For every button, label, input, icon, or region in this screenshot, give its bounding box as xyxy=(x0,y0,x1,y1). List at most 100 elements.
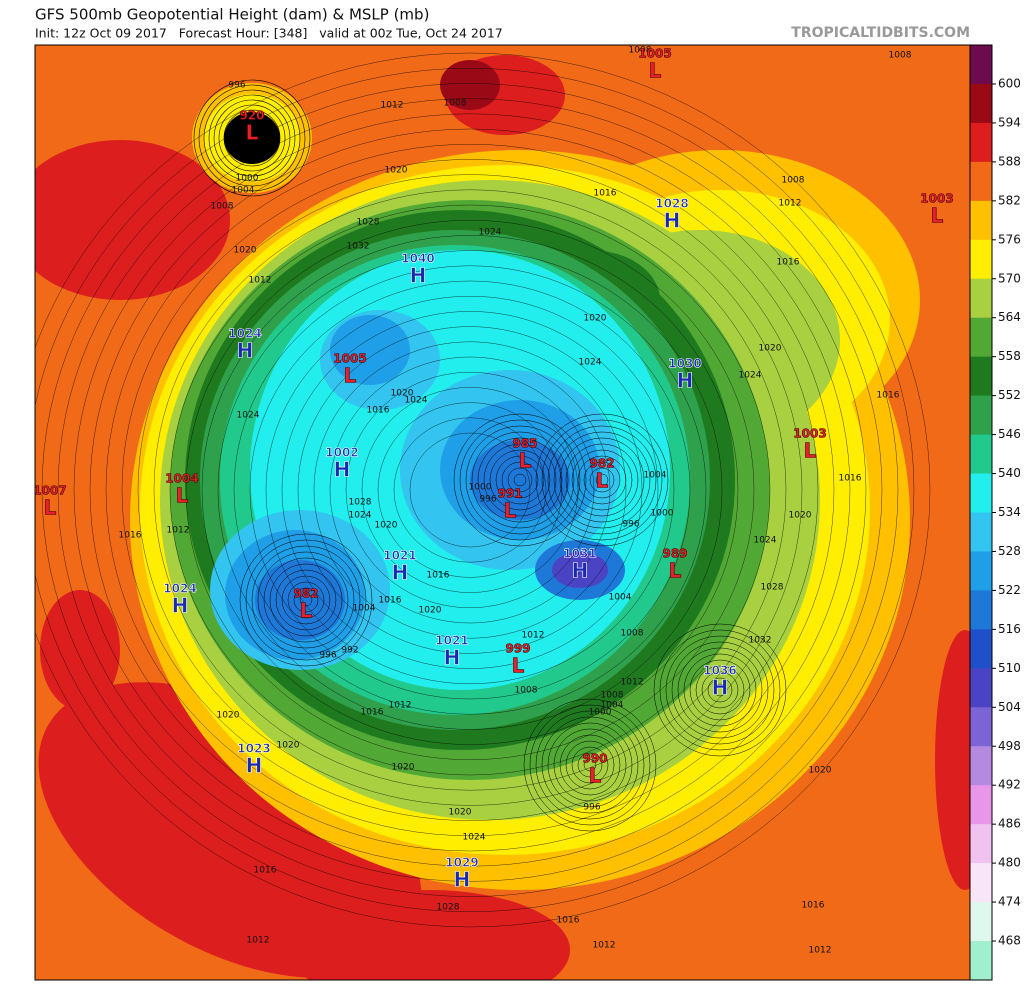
pressure-value: 920 xyxy=(239,109,264,123)
isobar-label: 996 xyxy=(583,803,600,813)
isobar-label: 1012 xyxy=(522,631,545,641)
isobar xyxy=(529,704,651,826)
isobar xyxy=(489,449,551,511)
isobar-label: 1020 xyxy=(809,766,832,776)
isobar xyxy=(577,752,603,778)
isobar-label: 1020 xyxy=(375,521,398,531)
isobar-label: 1024 xyxy=(479,228,502,238)
isobar-label: 1000 xyxy=(651,509,674,519)
colorbar-label: 510 xyxy=(998,661,1021,675)
isobar-label: 1008 xyxy=(629,46,652,56)
isobar xyxy=(287,581,325,619)
pressure-value: 999 xyxy=(505,642,530,656)
pressure-letter: H xyxy=(334,458,351,482)
colorbar-label: 486 xyxy=(998,817,1021,831)
pressure-value: 1036 xyxy=(703,664,736,678)
isobar-label: 1016 xyxy=(119,531,142,541)
isobar xyxy=(665,635,775,745)
isobar xyxy=(547,722,633,808)
title: GFS 500mb Geopotential Height (dam) & MS… xyxy=(35,6,429,24)
pressure-value: 989 xyxy=(662,547,687,561)
colorbar-cell xyxy=(970,590,992,630)
isobar xyxy=(571,449,633,511)
height-field xyxy=(552,552,608,588)
pressure-letter: L xyxy=(176,484,189,508)
colorbar-cell xyxy=(970,83,992,124)
pressure-letter: L xyxy=(804,439,817,463)
pressure-letter: L xyxy=(596,469,609,493)
isobar-label: 1016 xyxy=(379,596,402,606)
isobar-label: 1020 xyxy=(759,344,782,354)
isobar-label: 1024 xyxy=(463,833,486,843)
colorbar-cell xyxy=(970,45,992,85)
isobar xyxy=(501,461,539,499)
isobar xyxy=(299,593,313,607)
isobar-label: 1004 xyxy=(644,471,667,481)
pressure-letter: L xyxy=(649,59,662,83)
isobar-label: 1012 xyxy=(167,526,190,536)
isobar xyxy=(589,467,615,493)
colorbar-cell xyxy=(970,707,992,747)
pressure-value: 1007 xyxy=(33,484,66,498)
isobar xyxy=(393,417,547,563)
isobar xyxy=(281,311,659,669)
isobar-label: 1016 xyxy=(361,708,384,718)
isobar-label: 1024 xyxy=(579,358,602,368)
pressure-value: 1005 xyxy=(333,352,366,366)
isobar xyxy=(477,437,563,523)
isobar xyxy=(595,473,609,487)
isobar xyxy=(695,665,745,715)
isobar xyxy=(269,563,343,637)
isobar-label: 1028 xyxy=(761,583,784,593)
pressure-letter: H xyxy=(712,676,729,700)
isobar xyxy=(153,189,787,791)
isobar-label: 1028 xyxy=(357,218,380,228)
isobar-label: 1020 xyxy=(419,606,442,616)
isobar xyxy=(185,219,755,761)
colorbar-label: 522 xyxy=(998,583,1021,597)
isobar-label: 1020 xyxy=(234,246,257,256)
pressure-letter: L xyxy=(344,364,357,388)
isobar xyxy=(57,98,883,882)
isobar-label: 1004 xyxy=(232,186,255,196)
isobar xyxy=(345,371,595,609)
isobar-label: 1016 xyxy=(427,571,450,581)
colorbar-cell xyxy=(970,395,992,436)
pressure-letter: H xyxy=(664,209,681,233)
isobar-label: 1020 xyxy=(789,511,812,521)
isobar-label: 1020 xyxy=(385,166,408,176)
isobar xyxy=(559,734,621,796)
pressure-value: 1040 xyxy=(401,252,434,266)
colorbar-label: 582 xyxy=(998,193,1021,207)
isobar xyxy=(453,413,587,547)
isobar xyxy=(409,432,531,548)
isobar xyxy=(251,545,361,655)
pressure-value: 1024 xyxy=(228,327,261,341)
isobar xyxy=(313,341,627,639)
pressure-value: 1005 xyxy=(638,47,671,61)
pressure-letter: H xyxy=(246,754,263,778)
isobar xyxy=(541,716,639,814)
colorbar-label: 498 xyxy=(998,739,1021,753)
height-field xyxy=(290,890,570,980)
isobar xyxy=(198,84,306,192)
pressure-value: 1003 xyxy=(920,192,953,206)
isobar xyxy=(208,94,296,182)
pressure-value: 982 xyxy=(293,587,318,601)
isobar xyxy=(553,728,627,802)
isobar xyxy=(541,419,663,541)
pressure-letter: H xyxy=(454,868,471,892)
colorbar-cell xyxy=(970,824,992,864)
isobar xyxy=(243,129,261,147)
pressure-letter: H xyxy=(410,264,427,288)
colorbar-cell xyxy=(970,122,992,163)
isobar xyxy=(495,455,545,505)
isobar-label: 1000 xyxy=(589,708,612,718)
isobar xyxy=(459,419,581,541)
height-field xyxy=(330,315,410,385)
isobar-label: 1008 xyxy=(889,51,912,61)
height-field xyxy=(935,630,970,890)
isobar xyxy=(523,698,657,832)
isobar xyxy=(121,159,819,821)
